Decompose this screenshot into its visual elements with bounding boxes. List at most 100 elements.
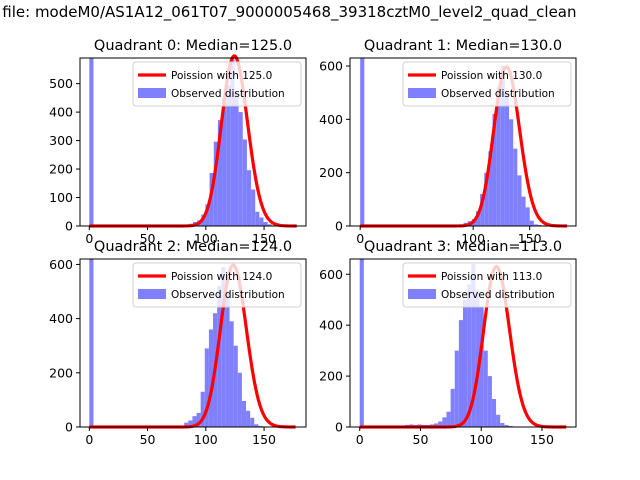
histogram-bar [221, 267, 226, 427]
histogram-bar [458, 320, 463, 427]
histogram-bar [529, 220, 534, 226]
x-tick-label: 0 [85, 231, 93, 246]
histogram-bar [438, 421, 443, 427]
histogram-bar [259, 217, 264, 226]
histogram-bar [89, 259, 94, 427]
histogram-bar [538, 224, 543, 226]
histogram-bar [258, 425, 263, 427]
subplot-title: Quadrant 0: Median=125.0 [94, 38, 292, 54]
legend: Poission with 130.0 Observed distribution [402, 61, 572, 107]
histogram-bar [479, 307, 484, 427]
histogram-bar [500, 422, 505, 427]
subplot-1: 0 100 150 0 200 400 600 Quadrant 1: Median=130.… [319, 38, 577, 246]
histogram-bar [454, 350, 459, 427]
x-tick-label: 100 [469, 432, 493, 447]
histogram-bar [238, 112, 243, 226]
histogram-bar [442, 417, 447, 427]
histogram-bar [225, 291, 230, 427]
histogram-bar [226, 84, 231, 226]
y-tick-label: 600 [319, 59, 343, 74]
histogram-bar [463, 299, 468, 427]
histogram-bar [196, 412, 201, 427]
histogram-bar [360, 58, 365, 226]
axes-frame [349, 57, 577, 227]
histogram-bar [475, 211, 481, 226]
legend-observed-label: Observed distribution [171, 289, 285, 301]
histogram-bar [241, 400, 247, 427]
y-tick-label: 0 [65, 219, 73, 234]
y-tick-label: 0 [65, 420, 73, 435]
histogram-bar [517, 175, 522, 226]
histogram-bar [267, 224, 272, 226]
histogram-bar [504, 92, 510, 227]
histogram-bar [484, 172, 489, 226]
legend-poisson-label: Poission with 130.0 [441, 70, 542, 82]
histogram-bar [251, 189, 256, 226]
x-tick-label: 100 [194, 432, 218, 447]
legend-box [132, 262, 302, 308]
histogram-bar [233, 345, 238, 427]
histogram-bar [434, 423, 439, 427]
legend-box [132, 61, 302, 107]
subplot-2: 0 50 100 150 0 200 400 600 Quadrant 2: Median=12… [49, 239, 307, 447]
histogram-bar [467, 284, 472, 427]
histogram-bar [487, 376, 492, 427]
histogram-bar [89, 58, 94, 226]
histogram-bar [525, 207, 530, 226]
histogram-bar [513, 148, 518, 226]
histogram-bar [533, 224, 539, 226]
legend-box [402, 61, 572, 107]
histogram-bar [254, 424, 259, 427]
y-tick-label: 400 [49, 311, 73, 326]
histogram-bar [229, 321, 234, 427]
subplot-title: Quadrant 2: Median=124.0 [94, 239, 292, 255]
x-tick-label: 150 [252, 432, 276, 447]
histogram-bar [508, 425, 513, 427]
histogram-bar [246, 170, 252, 226]
histogram-bar [217, 120, 223, 226]
subplot-title: Quadrant 1: Median=130.0 [364, 38, 562, 54]
histogram-bar [234, 92, 239, 226]
histogram-bar [480, 194, 485, 226]
y-tick-label: 0 [335, 420, 343, 435]
histogram-bar [213, 141, 218, 226]
y-tick-label: 400 [319, 112, 343, 127]
x-tick-label: 50 [140, 231, 156, 246]
histogram-bar [491, 399, 497, 427]
histogram-bar [475, 289, 480, 427]
histogram-bar [209, 173, 214, 226]
y-tick-label: 600 [319, 267, 343, 282]
legend: Poission with 124.0 Observed distribution [132, 262, 302, 308]
histogram-bar [500, 66, 505, 226]
y-tick-label: 300 [49, 133, 73, 148]
y-tick-label: 200 [319, 369, 343, 384]
y-tick-label: 200 [319, 165, 343, 180]
histogram-bar [504, 424, 509, 427]
histogram-bar [483, 350, 488, 427]
y-tick-label: 200 [49, 365, 73, 380]
histogram-bar [471, 264, 476, 427]
histogram-bar [263, 222, 268, 226]
histogram-bar [222, 98, 227, 226]
histogram-bar [205, 204, 210, 226]
histogram-bar [255, 211, 260, 226]
x-tick-label: 150 [518, 231, 542, 246]
legend-observed-swatch [138, 289, 166, 299]
x-tick-label: 100 [194, 231, 218, 246]
legend-poisson-label: Poission with 125.0 [171, 70, 272, 82]
x-tick-label: 0 [85, 432, 93, 447]
histogram-bar [446, 411, 451, 427]
legend-poisson-label: Poission with 113.0 [441, 271, 542, 283]
histogram-bar [200, 391, 205, 427]
subplot-0: 0 50 100 150 0 100 200 300 400 500 Quadrant 0: Med… [49, 38, 307, 246]
y-tick-label: 400 [49, 105, 73, 120]
histogram-bar [184, 422, 189, 427]
axes-frame [349, 258, 577, 428]
x-tick-label: 0 [356, 231, 364, 246]
legend: Poission with 113.0 Observed distribution [402, 262, 572, 308]
legend-observed-swatch [408, 88, 436, 98]
histogram-bar [488, 151, 493, 226]
x-tick-label: 150 [252, 231, 276, 246]
x-tick-label: 150 [530, 432, 554, 447]
